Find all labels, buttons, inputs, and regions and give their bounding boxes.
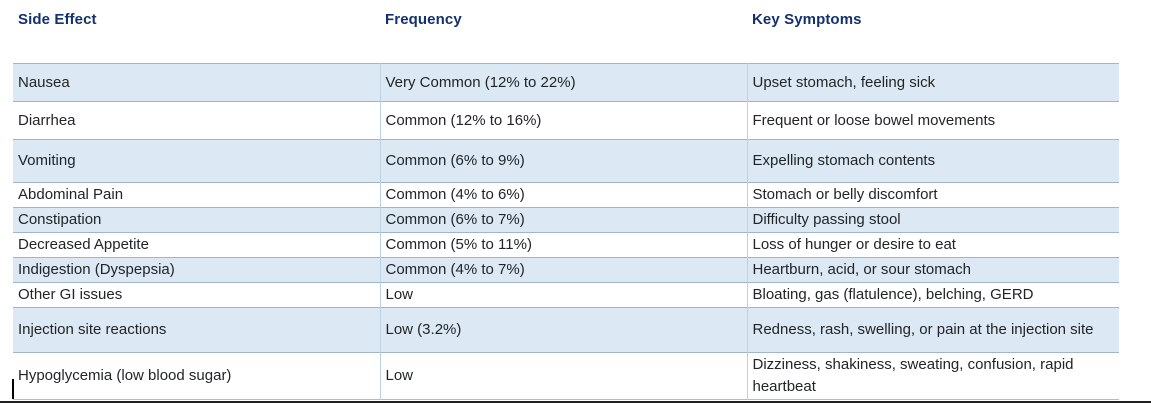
cell-side-effect[interactable]: Hypoglycemia (low blood sugar)	[18, 367, 232, 384]
table-row: Diarrhea Common (12% to 16%) Frequent or l…	[13, 101, 1119, 140]
cell-frequency[interactable]: Common (4% to 6%)	[379, 182, 747, 208]
cell-side-effect[interactable]: Diarrhea	[18, 111, 76, 129]
cell-side-effect[interactable]: Nausea	[18, 73, 70, 91]
cell-frequency[interactable]: Common (12% to 16%)	[379, 101, 747, 140]
table-row: Vomiting Common (6% to 9%) Expelling stoma…	[13, 139, 1119, 183]
table-row: Injection site reactions Low (3.2%) Rednes…	[13, 307, 1119, 353]
table-header-row: Side Effect Frequency Key Symptoms	[13, 0, 1119, 64]
column-header-key-symptoms[interactable]: Key Symptoms	[752, 11, 862, 28]
cell-side-effect[interactable]: Indigestion (Dyspepsia)	[18, 261, 175, 278]
cell-frequency[interactable]: Common (4% to 7%)	[379, 257, 747, 283]
cell-key-symptoms[interactable]: Difficulty passing stool	[746, 207, 1119, 233]
table-row: Decreased Appetite Common (5% to 11%) Loss…	[13, 232, 1119, 258]
cell-frequency[interactable]: Common (6% to 7%)	[379, 207, 747, 233]
column-header-side-effect[interactable]: Side Effect	[18, 11, 97, 28]
cell-key-symptoms[interactable]: Expelling stomach contents	[746, 139, 1119, 183]
text-cursor-caret	[12, 379, 14, 399]
table-row: Abdominal Pain Common (4% to 6%) Stomach o…	[13, 182, 1119, 208]
cell-key-symptoms[interactable]: Loss of hunger or desire to eat	[746, 232, 1119, 258]
cell-side-effect[interactable]: Other GI issues	[18, 286, 123, 303]
cell-side-effect[interactable]: Injection site reactions	[18, 321, 167, 338]
table-row: Nausea Very Common (12% to 22%) Upset stom…	[13, 63, 1119, 102]
table-row: Other GI issues Low Bloating, gas (flatule…	[13, 282, 1119, 308]
table-row: Hypoglycemia (low blood sugar) Low Dizzine…	[13, 352, 1119, 400]
cell-frequency[interactable]: Common (5% to 11%)	[379, 232, 747, 258]
cell-key-symptoms[interactable]: Bloating, gas (flatulence), belching, GE…	[746, 282, 1119, 308]
cell-frequency[interactable]: Common (6% to 9%)	[379, 139, 747, 183]
window-bottom-edge	[0, 401, 1151, 403]
cell-key-symptoms[interactable]: Frequent or loose bowel movements	[746, 101, 1119, 140]
cell-side-effect[interactable]: Decreased Appetite	[18, 236, 149, 253]
cell-frequency[interactable]: Very Common (12% to 22%)	[379, 63, 747, 102]
cell-key-symptoms[interactable]: Dizziness, shakiness, sweating, confusio…	[746, 352, 1119, 400]
cell-key-symptoms[interactable]: Upset stomach, feeling sick	[746, 63, 1119, 102]
cell-side-effect[interactable]: Abdominal Pain	[18, 186, 124, 203]
table-body: Nausea Very Common (12% to 22%) Upset stom…	[13, 63, 1119, 400]
cell-key-symptoms[interactable]: Redness, rash, swelling, or pain at the …	[746, 307, 1119, 353]
cell-side-effect[interactable]: Vomiting	[18, 152, 76, 169]
cell-frequency[interactable]: Low (3.2%)	[379, 307, 747, 353]
cell-side-effect[interactable]: Constipation	[18, 211, 102, 228]
table-row: Indigestion (Dyspepsia) Common (4% to 7%)…	[13, 257, 1119, 283]
column-header-frequency[interactable]: Frequency	[385, 11, 462, 28]
side-effects-table: Side Effect Frequency Key Symptoms Nause…	[13, 0, 1119, 400]
table-row: Constipation Common (6% to 7%) Difficulty …	[13, 207, 1119, 233]
cell-frequency[interactable]: Low	[379, 352, 747, 400]
cell-frequency[interactable]: Low	[379, 282, 747, 308]
cell-key-symptoms[interactable]: Stomach or belly discomfort	[746, 182, 1119, 208]
cell-key-symptoms[interactable]: Heartburn, acid, or sour stomach	[746, 257, 1119, 283]
